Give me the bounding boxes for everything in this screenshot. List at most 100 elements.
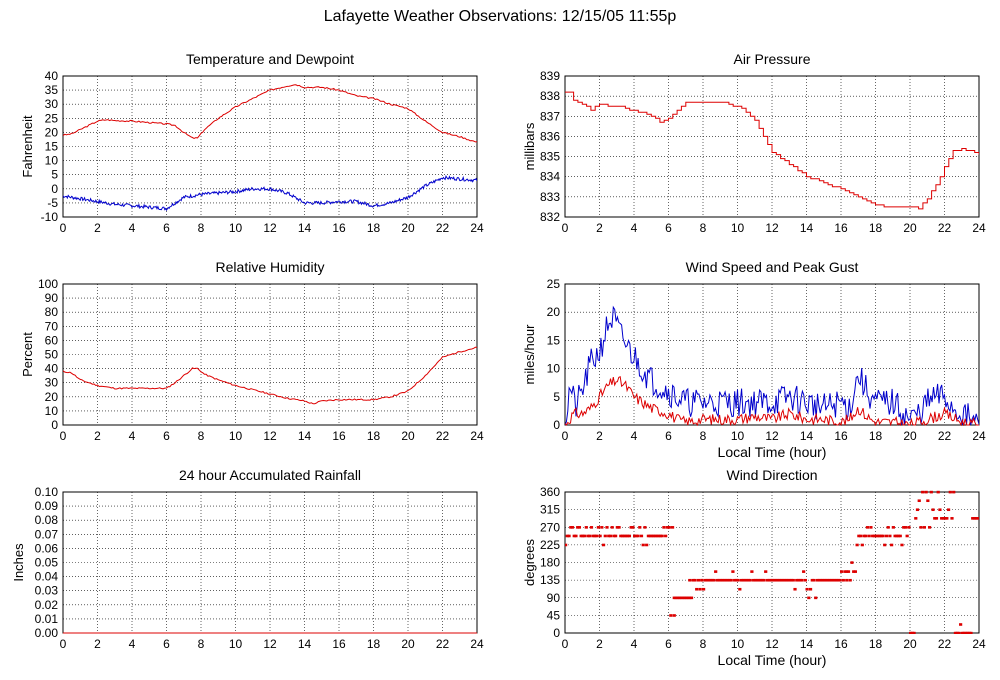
direction-point — [786, 578, 790, 582]
y-tick-label: 0 — [51, 418, 58, 432]
x-tick-label: 18 — [869, 429, 883, 443]
direction-point — [836, 578, 840, 582]
x-tick-label: 0 — [562, 429, 569, 443]
direction-point — [843, 570, 847, 573]
y-axis-label: Fahrenheit — [20, 115, 35, 178]
y-axis-label: Inches — [11, 543, 26, 582]
direction-point — [962, 631, 966, 634]
direction-point — [608, 534, 613, 538]
y-tick-label: 0 — [51, 182, 58, 196]
direction-point — [636, 534, 640, 538]
y-tick-label: 0.00 — [35, 626, 59, 640]
direction-point — [622, 534, 626, 538]
direction-point — [672, 596, 676, 600]
direction-point — [734, 578, 738, 582]
x-tick-label: 6 — [665, 429, 672, 443]
direction-point — [929, 490, 933, 494]
x-tick-label: 22 — [436, 221, 450, 235]
direction-point — [674, 596, 678, 600]
y-tick-label: 135 — [540, 573, 560, 587]
chart-title: Air Pressure — [733, 51, 810, 67]
y-tick-label: 20 — [45, 390, 59, 404]
direction-point — [589, 526, 594, 529]
direction-point — [627, 534, 632, 538]
direction-point — [865, 526, 870, 529]
x-tick-label: 4 — [631, 429, 638, 443]
x-tick-label: 12 — [765, 221, 779, 235]
direction-point — [971, 517, 975, 520]
direction-point — [933, 517, 937, 520]
direction-point — [757, 578, 761, 582]
direction-point — [657, 534, 661, 538]
y-axis-label: Percent — [20, 332, 35, 377]
x-tick-label: 0 — [60, 221, 67, 235]
direction-point — [802, 570, 806, 573]
direction-point — [664, 534, 668, 538]
y-tick-label: 35 — [45, 83, 59, 97]
direction-point — [840, 570, 844, 573]
x-tick-label: 8 — [198, 429, 205, 443]
direction-point — [846, 570, 851, 573]
direction-point — [596, 526, 600, 529]
direction-point — [783, 578, 787, 582]
direction-point — [688, 578, 692, 582]
y-tick-label: 25 — [547, 277, 561, 291]
x-tick-label: 4 — [631, 221, 638, 235]
direction-point — [641, 543, 645, 547]
y-axis-label: degrees — [522, 539, 537, 586]
x-tick-label: 10 — [731, 637, 745, 651]
y-tick-label: 0.03 — [35, 584, 59, 598]
direction-point — [581, 534, 585, 538]
direction-point — [845, 578, 849, 582]
direction-point — [898, 534, 902, 538]
direction-point — [876, 534, 880, 538]
direction-point — [857, 534, 861, 538]
x-tick-label: 0 — [60, 429, 67, 443]
x-tick-label: 24 — [972, 637, 986, 651]
y-tick-label: 10 — [45, 404, 59, 418]
y-tick-label: 270 — [540, 520, 560, 534]
y-tick-label: 50 — [45, 348, 59, 362]
direction-point — [658, 534, 663, 538]
direction-point — [814, 596, 818, 600]
direction-point — [919, 526, 923, 529]
direction-point — [569, 526, 573, 529]
direction-point — [584, 526, 588, 529]
direction-point — [877, 534, 882, 538]
direction-point — [614, 534, 618, 538]
direction-point — [829, 578, 833, 582]
plot-frame — [564, 283, 980, 426]
direction-point — [957, 631, 961, 634]
direction-point — [631, 526, 635, 529]
direction-point — [724, 578, 728, 582]
direction-point — [946, 508, 951, 512]
direction-point — [691, 578, 695, 582]
direction-point — [708, 578, 713, 582]
direction-point — [841, 578, 845, 582]
direction-point — [684, 596, 688, 600]
direction-point — [893, 534, 897, 538]
direction-point — [703, 578, 707, 582]
direction-point — [570, 526, 575, 529]
direction-point — [582, 534, 587, 538]
direction-point — [574, 534, 578, 538]
y-tick-label: 0.09 — [35, 499, 59, 513]
direction-point — [760, 578, 764, 582]
series-line-wind-0 — [565, 305, 979, 426]
x-tick-label: 8 — [700, 429, 707, 443]
y-tick-label: 30 — [45, 97, 59, 111]
direction-point — [629, 526, 633, 529]
x-tick-label: 24 — [972, 429, 986, 443]
direction-point — [907, 526, 911, 529]
x-tick-label: 12 — [765, 637, 779, 651]
direction-point — [777, 578, 782, 582]
series-line-temperature-1 — [63, 174, 477, 212]
direction-point — [626, 534, 630, 538]
x-tick-label: 22 — [938, 221, 952, 235]
direction-point — [948, 490, 952, 494]
x-tick-label: 2 — [596, 637, 603, 651]
direction-point — [715, 578, 719, 582]
direction-point — [952, 490, 956, 494]
